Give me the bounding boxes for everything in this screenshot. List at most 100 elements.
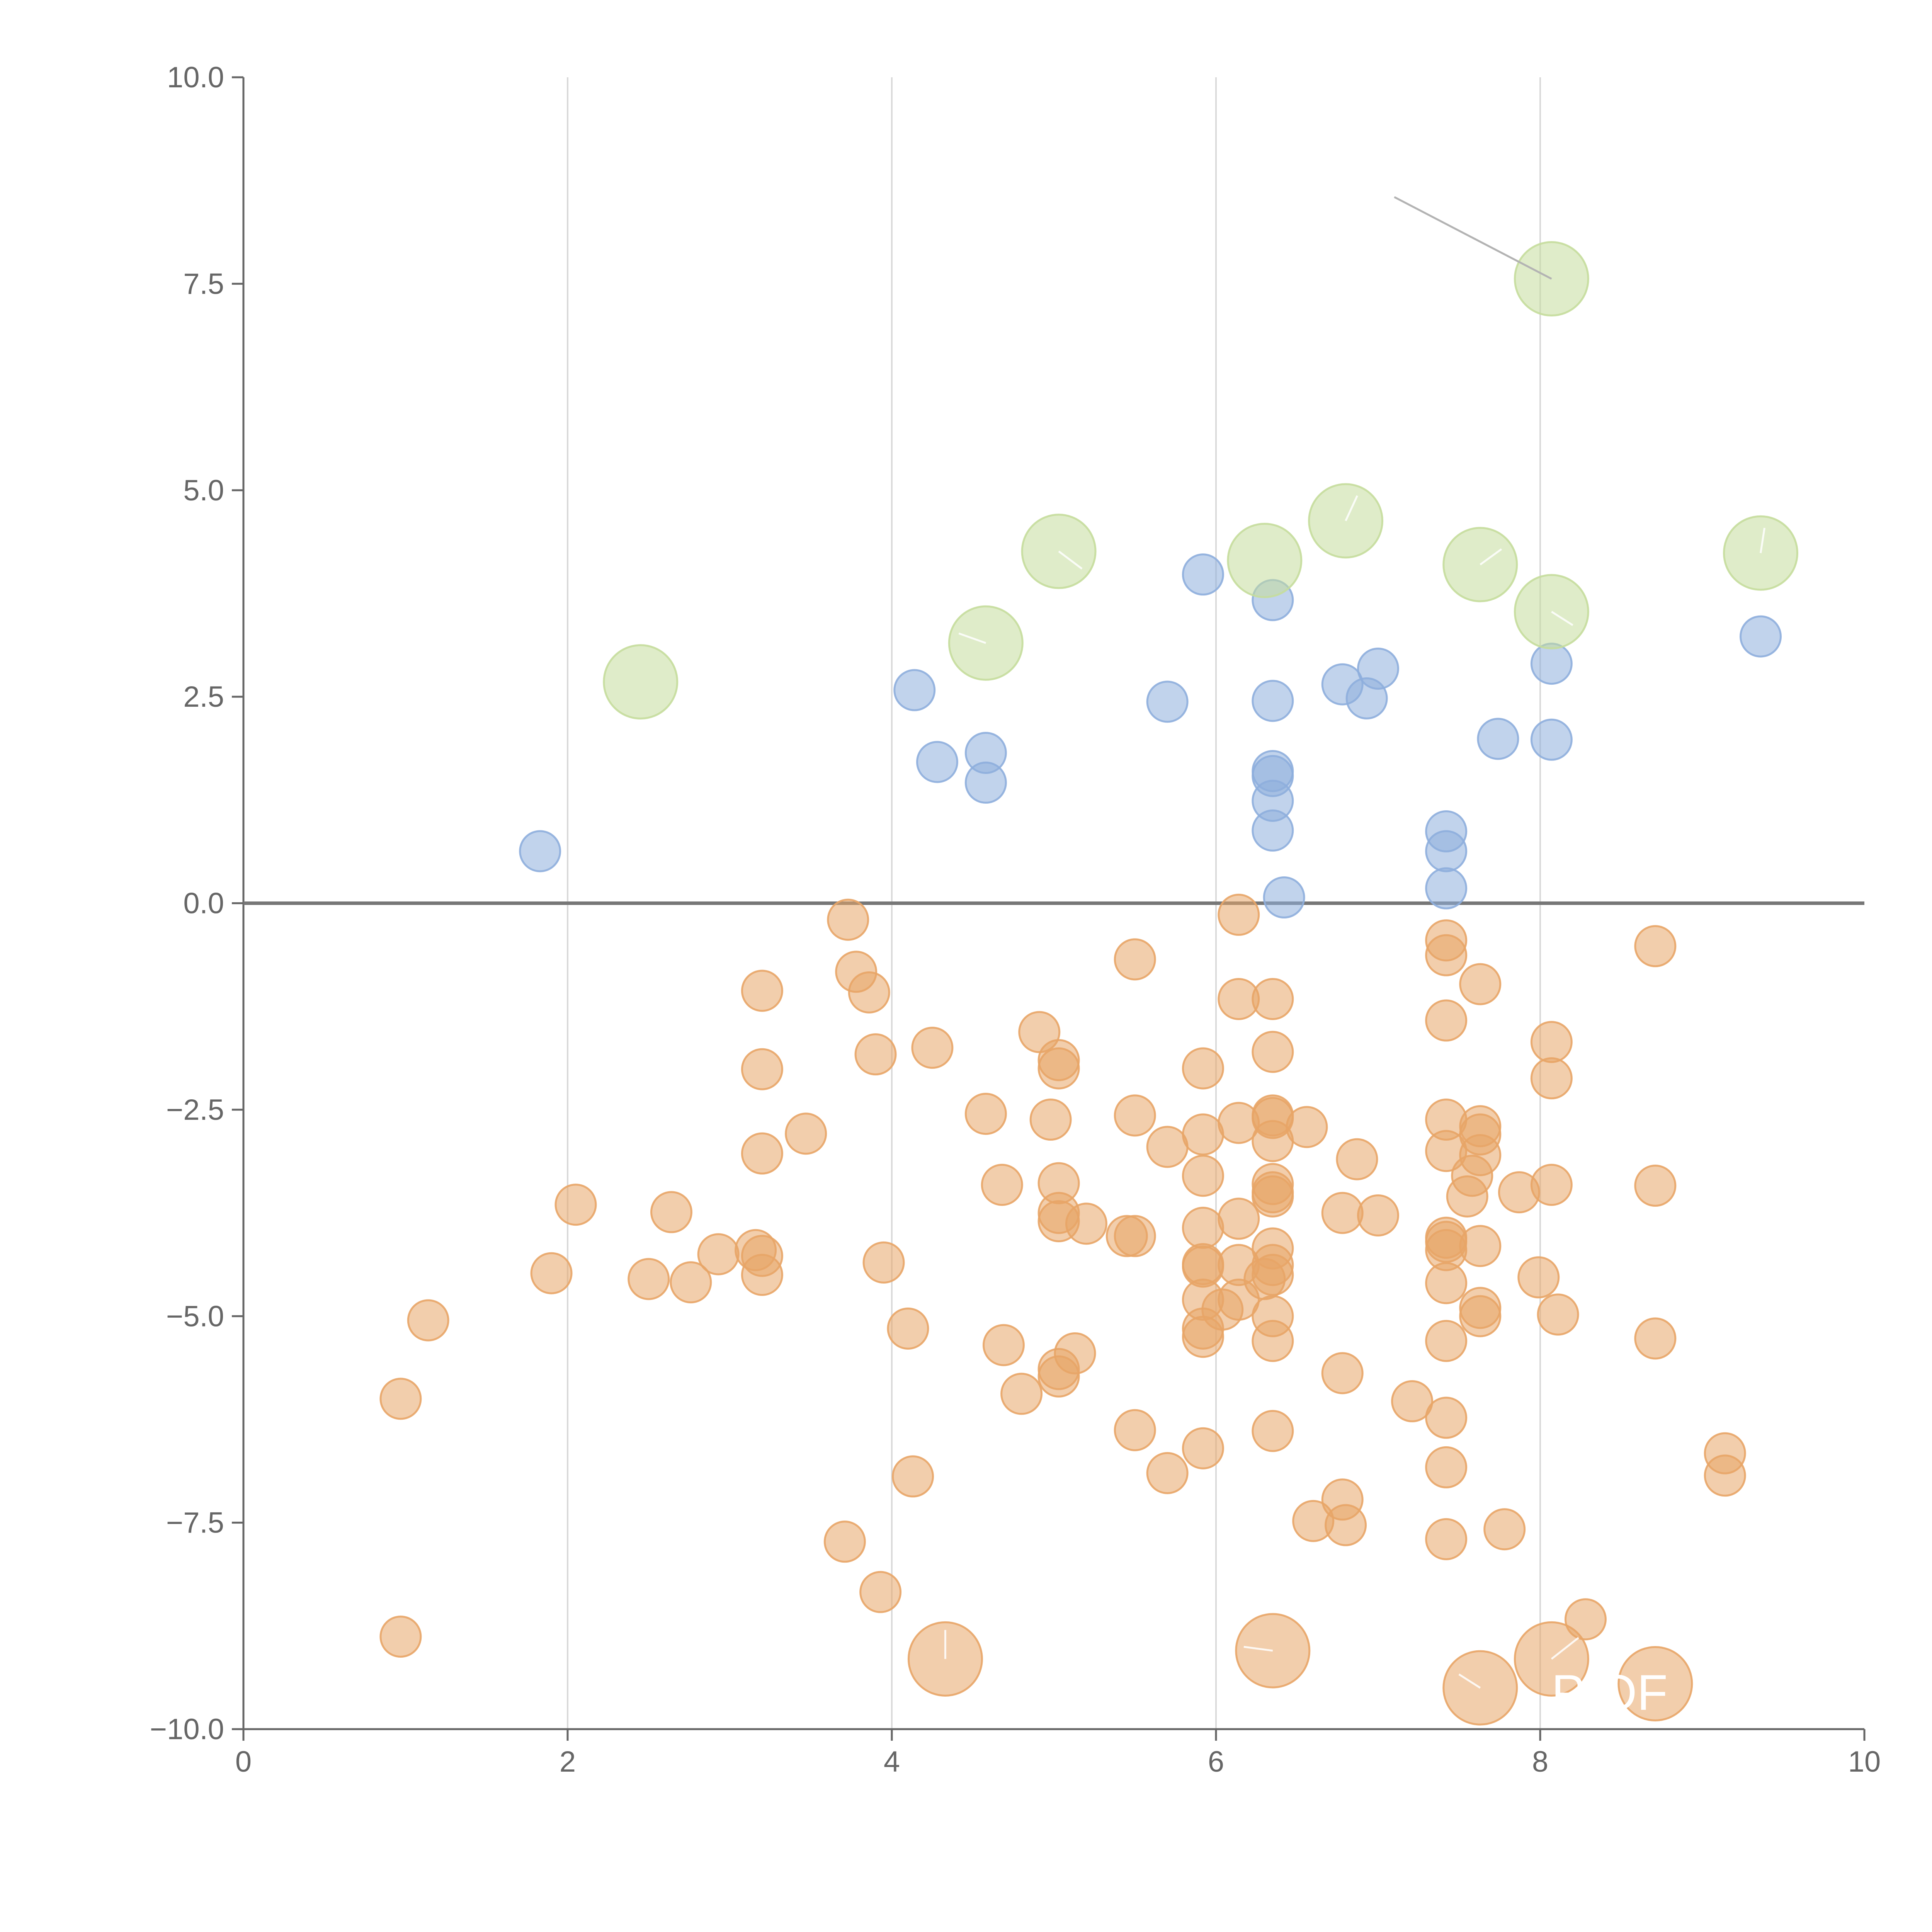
data-point [741, 1048, 783, 1090]
data-point [1182, 1316, 1224, 1358]
label-leader-tick [1760, 527, 1765, 553]
data-point [1252, 1175, 1294, 1218]
data-point [1218, 893, 1260, 936]
data-point [1182, 1113, 1224, 1156]
data-point [1336, 1138, 1378, 1180]
data-point [1065, 1202, 1107, 1245]
data-point [697, 1233, 740, 1276]
data-point [1182, 1047, 1224, 1090]
data-point [1252, 1031, 1294, 1073]
data-point [670, 1261, 712, 1304]
data-point [862, 1241, 905, 1284]
data-point [1114, 938, 1156, 981]
data-point [1321, 1192, 1364, 1234]
data-point [1530, 1163, 1573, 1206]
data-point [1146, 680, 1189, 723]
data-point [887, 1307, 929, 1350]
data-point [1537, 1293, 1579, 1336]
data-point [1483, 1508, 1526, 1551]
data-point [1227, 522, 1303, 598]
data-point [1286, 1106, 1328, 1148]
data-point [1530, 643, 1573, 685]
x-tick-label: 8 [1532, 1745, 1548, 1778]
data-point [1252, 978, 1294, 1020]
data-point [741, 969, 783, 1012]
data-point [554, 1184, 597, 1226]
data-point [1000, 1372, 1043, 1415]
data-point [1037, 1047, 1080, 1090]
data-point [379, 1378, 422, 1420]
y-tick-label: 10.0 [167, 61, 224, 94]
x-tick-label: 4 [884, 1745, 900, 1778]
data-point [848, 971, 890, 1014]
data-point [1146, 1452, 1189, 1494]
data-point [407, 1299, 449, 1342]
x-tick-label: 6 [1208, 1745, 1224, 1778]
label-leader-tick [1243, 1646, 1273, 1652]
data-point [1182, 1427, 1224, 1469]
data-point [785, 1112, 827, 1155]
label-leader-tick [1551, 1637, 1579, 1660]
axes: 0 2 4 6 8 10 10.0 7.5 5.0 2.5 0.0 −2.5 −5.0 −7.5 −10.0 [150, 61, 1881, 1778]
data-point [1425, 999, 1468, 1042]
y-tick-label: −5.0 [166, 1300, 224, 1333]
data-point [859, 1571, 902, 1613]
data-point [1514, 241, 1589, 317]
data-point [1357, 1194, 1399, 1236]
data-point [1459, 1225, 1502, 1267]
data-point [911, 1027, 954, 1069]
data-point [628, 1258, 670, 1300]
data-point [1218, 1197, 1260, 1240]
data-point [1425, 830, 1468, 872]
data-point [1146, 1126, 1189, 1168]
data-point [1054, 1332, 1096, 1374]
y-tick-label: −2.5 [166, 1094, 224, 1126]
data-point [1617, 1646, 1693, 1721]
annotation-leader-line [1394, 196, 1552, 280]
data-point [981, 1163, 1023, 1206]
data-point [741, 1132, 783, 1175]
data-point [1425, 934, 1468, 976]
data-point [916, 741, 958, 783]
label-leader-tick [1458, 1673, 1481, 1689]
data-point [1357, 647, 1399, 690]
data-point [1252, 809, 1294, 852]
data-point [1114, 1409, 1156, 1451]
y-tick-label: 2.5 [183, 680, 224, 713]
data-point [1530, 1021, 1573, 1063]
point-annotation-label: P OF [1551, 1664, 1668, 1721]
data-point [1182, 1207, 1224, 1249]
data-point [1530, 718, 1573, 761]
x-tick-label: 0 [235, 1745, 252, 1778]
data-point [1252, 1320, 1294, 1362]
data-point [1321, 1352, 1364, 1395]
data-point [1564, 1598, 1607, 1641]
data-point [1252, 1410, 1294, 1452]
data-point [892, 1455, 934, 1498]
data-point [1425, 867, 1468, 910]
data-point [1459, 1295, 1502, 1337]
data-point [1425, 1518, 1468, 1560]
data-point [1114, 1215, 1156, 1257]
y-tick-label: 7.5 [183, 267, 224, 300]
data-point [1425, 1396, 1468, 1439]
data-point [1218, 1279, 1260, 1321]
data-point [1517, 1256, 1560, 1299]
data-point [964, 1093, 1007, 1135]
data-point [1740, 615, 1782, 658]
data-point [530, 1252, 573, 1294]
annotations: P OF [944, 196, 1765, 1721]
x-tick-label: 10 [1848, 1745, 1881, 1778]
data-point [827, 898, 869, 941]
y-tick-label: −7.5 [166, 1507, 224, 1539]
data-point [823, 1520, 866, 1563]
x-tick-label: 2 [560, 1745, 576, 1778]
data-point [1263, 876, 1305, 919]
data-point [1425, 1262, 1468, 1304]
data-point [1530, 1057, 1573, 1100]
data-point [1391, 1380, 1434, 1422]
data-point [1425, 1320, 1468, 1362]
data-point [741, 1253, 783, 1296]
data-point [982, 1324, 1025, 1366]
